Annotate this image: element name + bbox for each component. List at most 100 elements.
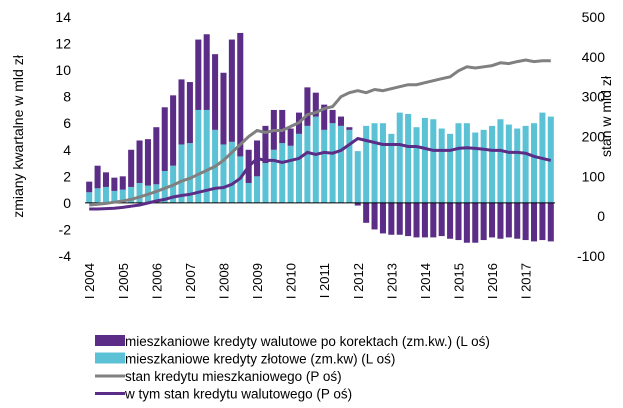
bar [153, 127, 160, 185]
bar [522, 202, 529, 241]
x-tick-label: I 2016 [485, 263, 500, 299]
bar [447, 133, 454, 203]
legend-label: stan kredytu mieszkaniowego (P oś) [125, 369, 342, 384]
bar [497, 202, 504, 239]
bar [178, 79, 185, 145]
bar [254, 176, 261, 203]
y2-tick-label: 200 [582, 129, 606, 145]
bar [547, 202, 554, 242]
legend-swatch [95, 352, 125, 364]
bar [144, 139, 151, 186]
y-tick-label: 4 [63, 142, 71, 158]
bar [161, 107, 168, 172]
bar [505, 202, 512, 238]
bar [312, 92, 319, 117]
bar [405, 113, 412, 203]
bar [203, 109, 210, 203]
y-tick-label: 6 [63, 115, 71, 131]
y2-tick-label: 500 [582, 9, 606, 25]
bar [279, 143, 286, 203]
bar [220, 144, 227, 203]
bar [480, 202, 487, 241]
bar [220, 72, 227, 145]
bar [497, 119, 504, 203]
bar [379, 202, 386, 234]
bar [329, 123, 336, 203]
bar [388, 133, 395, 203]
bar [321, 104, 328, 130]
bar [111, 190, 118, 203]
y-tick-label: 2 [63, 168, 71, 184]
bar [346, 127, 353, 130]
y2-tick-label: 100 [582, 168, 606, 184]
bar [245, 182, 252, 203]
x-tick-label: I 2004 [82, 263, 97, 299]
bar [337, 125, 345, 203]
bar [455, 123, 462, 203]
bar [329, 109, 336, 124]
bar [463, 202, 470, 243]
bar [128, 186, 135, 203]
bar [447, 202, 454, 239]
legend-label: mieszkaniowe kredyty walutowe po korekta… [125, 334, 490, 349]
y-axis-label: zmiany kwartalne w mld zł [10, 54, 26, 217]
bar [128, 149, 135, 187]
bar [413, 127, 420, 203]
bar [430, 119, 437, 203]
bar [530, 123, 538, 203]
bar [363, 125, 370, 203]
bar [195, 109, 202, 203]
bar [186, 143, 193, 203]
bar [312, 116, 319, 203]
bar [480, 129, 487, 203]
bar [379, 123, 386, 203]
bar [237, 32, 244, 157]
y-tick-label: 0 [63, 195, 71, 211]
bar [522, 125, 529, 203]
bar [430, 202, 437, 238]
bar [102, 186, 110, 203]
bar [539, 202, 546, 241]
bar [304, 87, 311, 126]
bar [421, 202, 428, 238]
line [89, 136, 552, 211]
y-tick-label: -2 [59, 221, 72, 237]
bar [421, 117, 428, 203]
x-tick-label: I 2017 [519, 263, 534, 299]
x-tick-label: I 2011 [317, 263, 332, 298]
bar [363, 202, 370, 223]
bar [463, 123, 470, 203]
bar [354, 202, 361, 206]
y2-tick-label: 400 [582, 49, 606, 65]
bar [262, 163, 269, 203]
legend-swatch [95, 335, 125, 346]
bar [438, 128, 445, 203]
x-tick-label: I 2015 [451, 263, 466, 299]
y2-tick-label: -100 [577, 248, 605, 264]
y-tick-label: 12 [55, 36, 71, 52]
bar [228, 141, 235, 203]
bar [287, 128, 294, 146]
x-tick-label: I 2008 [216, 263, 231, 299]
bar [505, 124, 512, 203]
bar [337, 116, 345, 126]
bar [388, 202, 395, 235]
bar [86, 181, 93, 193]
bar [371, 123, 378, 203]
bar [530, 202, 538, 242]
x-tick-label: I 2005 [116, 263, 131, 299]
bar [354, 151, 361, 203]
bar [186, 82, 193, 144]
bar [472, 202, 479, 243]
y-tick-label: -4 [59, 248, 72, 264]
x-tick-label: I 2006 [149, 263, 164, 299]
bar [304, 125, 311, 203]
x-tick-label: I 2014 [418, 263, 433, 299]
bar [514, 128, 521, 203]
bar [119, 176, 126, 190]
x-tick-label: I 2007 [183, 263, 198, 299]
bar [396, 202, 403, 235]
bar [86, 192, 93, 203]
